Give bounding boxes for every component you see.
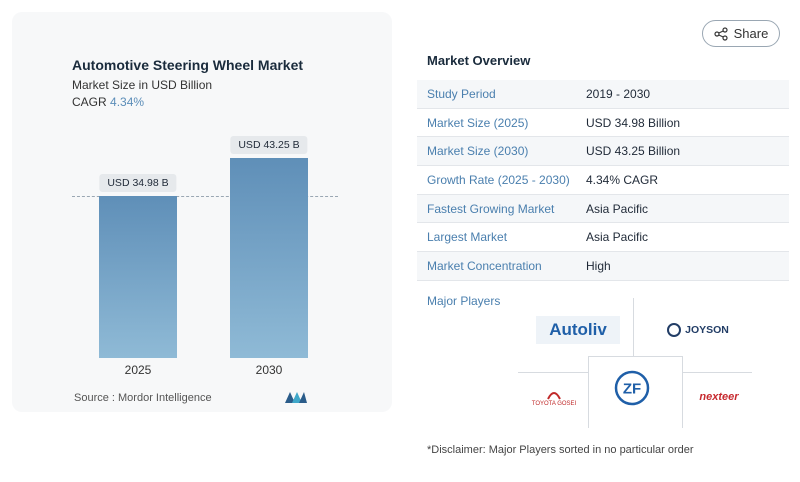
reference-dashed-line: [72, 196, 338, 197]
row-key: Study Period: [427, 86, 496, 101]
row-value: Asia Pacific: [586, 201, 649, 216]
row-value: High: [586, 258, 611, 273]
share-button[interactable]: Share: [702, 20, 780, 47]
row-value: USD 34.98 Billion: [586, 115, 681, 130]
cagr-label: CAGR: [72, 95, 107, 109]
bar-data-label: USD 34.98 B: [99, 174, 177, 193]
row-value: Asia Pacific: [586, 230, 649, 245]
divider: [518, 372, 588, 373]
row-key: Growth Rate (2025 - 2030): [427, 172, 570, 187]
row-value: USD 43.25 Billion: [586, 144, 681, 159]
nexteer-logo: nexteer: [688, 389, 750, 405]
table-row: Study Period 2019 - 2030: [417, 80, 789, 109]
x-tick-label: 2030: [255, 363, 283, 377]
divider: [682, 356, 683, 428]
table-row: Fastest Growing Market Asia Pacific: [417, 194, 789, 224]
zf-logo-text: ZF: [623, 381, 641, 398]
toyota-gosei-logo-text: TOYOTA GOSEI: [531, 401, 577, 407]
row-key: Market Size (2025): [427, 115, 529, 130]
table-row: Largest Market Asia Pacific: [417, 223, 789, 253]
chart-title: Automotive Steering Wheel Market: [72, 57, 304, 73]
table-row: Growth Rate (2025 - 2030) 4.34% CAGR: [417, 166, 789, 195]
bar-data-label: USD 43.25 B: [230, 136, 308, 154]
bar-2030: [230, 158, 308, 358]
row-key: Largest Market: [427, 230, 508, 245]
zf-logo-icon: ZF: [614, 370, 650, 406]
autoliv-logo-text: Autoliv: [549, 320, 607, 339]
bar-2025: [99, 196, 177, 358]
toyota-gosei-logo: TOYOTA GOSEI: [530, 386, 578, 410]
row-key: Market Concentration: [427, 258, 542, 273]
autoliv-logo: Autoliv: [536, 316, 620, 344]
cagr: CAGR 4.34%: [72, 95, 144, 109]
row-key: Fastest Growing Market: [427, 201, 555, 216]
cagr-value: 4.34%: [110, 95, 145, 109]
row-key: Market Size (2030): [427, 144, 529, 159]
x-tick-label: 2025: [124, 363, 152, 377]
table-row: Market Concentration High: [417, 252, 789, 281]
chart-subtitle: Market Size in USD Billion: [72, 78, 213, 92]
major-players-label: Major Players: [427, 294, 501, 308]
divider: [682, 372, 752, 373]
table-row: Market Size (2030) USD 43.25 Billion: [417, 137, 789, 167]
disclaimer: *Disclaimer: Major Players sorted in no …: [427, 444, 694, 456]
share-icon: [714, 26, 728, 41]
divider: [588, 356, 683, 357]
joyson-logo-text: JOYSON: [685, 324, 729, 336]
mordor-logo-icon: [285, 392, 307, 403]
table-row: Market Size (2025) USD 34.98 Billion: [417, 109, 789, 138]
divider: [633, 298, 634, 356]
divider: [588, 356, 589, 428]
row-value: 2019 - 2030: [586, 86, 651, 101]
nexteer-logo-text: nexteer: [699, 391, 739, 403]
joyson-mark-icon: [667, 323, 682, 337]
chart-card: [12, 12, 392, 412]
overview-title: Market Overview: [427, 53, 531, 68]
row-value: 4.34% CAGR: [586, 172, 659, 187]
toyota-gosei-mark-icon: [547, 392, 561, 400]
overview-table: Study Period 2019 - 2030 Market Size (202…: [417, 80, 789, 281]
source-text: Source : Mordor Intelligence: [74, 392, 212, 404]
share-label: Share: [733, 26, 769, 41]
joyson-logo: JOYSON: [664, 318, 732, 342]
